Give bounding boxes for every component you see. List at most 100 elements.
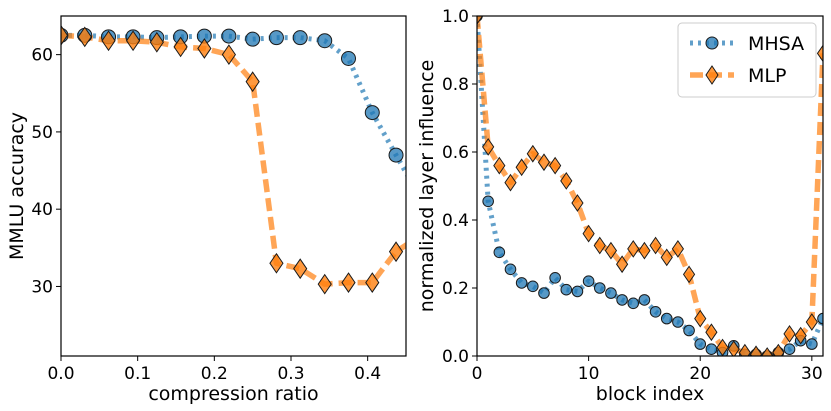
y-tick-label: 0.0 <box>442 347 469 367</box>
data-point-mlp <box>526 144 539 163</box>
data-point-mhsa <box>341 51 356 66</box>
data-point-mlp <box>317 273 332 295</box>
data-point-mlp <box>101 30 116 52</box>
data-point-mhsa <box>317 33 333 49</box>
data-point-mhsa <box>705 343 718 356</box>
x-axis-label: compression ratio <box>148 383 318 405</box>
data-point-mlp <box>638 241 651 260</box>
y-axis-label: normalized layer influence <box>416 60 438 313</box>
data-point-mlp <box>705 323 718 342</box>
y-tick-label: 30 <box>31 277 53 297</box>
data-point-mlp <box>269 252 284 274</box>
data-point-mlp <box>221 44 237 66</box>
legend-label-mhsa: MHSA <box>748 33 804 55</box>
data-point-mlp <box>493 156 506 175</box>
y-axis-label: MMLU accuracy <box>6 112 28 260</box>
y-tick-label: 0.8 <box>442 75 469 95</box>
data-point-mhsa <box>806 338 818 350</box>
data-point-mlp <box>749 345 763 356</box>
data-point-mlp <box>197 38 212 59</box>
y-tick-label: 0.4 <box>442 211 469 231</box>
data-point-mhsa <box>493 246 506 259</box>
data-point-mlp <box>549 156 562 175</box>
data-point-mhsa <box>268 30 284 46</box>
data-point-mlp <box>615 255 629 274</box>
series-line-mhsa <box>61 32 406 178</box>
right-panel-block-index: 0 10 20 30 0.0 0.2 0.4 0.6 0.8 1.0 block index norm… <box>416 7 824 405</box>
x-tick-label: 0.0 <box>47 364 74 384</box>
data-point-mlp <box>794 326 807 345</box>
data-point-mhsa <box>627 297 640 310</box>
x-tick-label: 0.4 <box>354 364 381 384</box>
data-point-mlp <box>805 313 818 331</box>
legend: MHSA MLP <box>677 22 817 98</box>
data-point-mlp <box>77 26 92 48</box>
data-point-mhsa <box>571 285 584 298</box>
data-point-mhsa <box>660 312 673 325</box>
legend-marker-mlp <box>705 65 719 85</box>
data-point-mhsa <box>638 294 651 306</box>
data-point-mhsa <box>221 28 237 44</box>
data-point-mlp <box>61 24 69 46</box>
data-point-mhsa <box>549 272 561 284</box>
data-point-mlp <box>604 241 618 260</box>
data-point-mhsa <box>527 280 539 293</box>
data-point-mlp <box>660 248 673 267</box>
data-point-mlp <box>682 265 696 284</box>
data-point-mlp <box>582 224 595 243</box>
data-point-mlp <box>537 153 551 172</box>
data-point-mlp <box>477 16 484 25</box>
y-tick-label: 0.6 <box>442 143 469 163</box>
data-point-mlp <box>293 258 308 280</box>
data-point-mlp <box>504 173 517 192</box>
data-point-mlp <box>245 71 260 93</box>
x-axis-label: block index <box>596 383 704 405</box>
data-point-mlp <box>649 236 662 255</box>
data-point-mlp <box>772 343 785 356</box>
data-point-mlp <box>727 340 740 356</box>
data-point-mlp <box>593 236 606 255</box>
data-point-mlp <box>388 241 404 263</box>
data-point-mlp <box>365 272 380 293</box>
data-point-mhsa <box>245 31 261 47</box>
data-point-mhsa <box>292 30 308 46</box>
data-point-mlp <box>560 172 573 190</box>
data-point-mhsa <box>582 275 595 288</box>
y-tick-label: 0.2 <box>442 279 469 299</box>
x-tick-label: 0.1 <box>124 364 151 384</box>
axes-frame <box>476 15 824 357</box>
data-point-mlp <box>761 347 774 356</box>
x-tick-label: 0.3 <box>277 364 304 384</box>
series-line-mlp <box>61 32 406 287</box>
data-point-mlp <box>149 31 164 53</box>
data-point-mhsa <box>683 324 695 337</box>
data-point-mlp <box>571 194 584 212</box>
x-tick-label: 0 <box>472 364 483 384</box>
data-point-mhsa <box>364 105 380 121</box>
data-point-mhsa <box>672 316 684 328</box>
data-point-mhsa <box>817 312 823 325</box>
legend-label-mlp: MLP <box>748 65 786 87</box>
data-point-mhsa <box>504 263 517 276</box>
y-tick-label: 50 <box>31 123 53 143</box>
axes-frame <box>60 15 407 357</box>
data-point-mlp <box>125 30 141 52</box>
data-point-mlp <box>482 138 495 156</box>
y-tick-label: 60 <box>31 46 53 66</box>
x-tick-label: 10 <box>578 364 600 384</box>
plot-area <box>477 16 823 356</box>
left-panel-compression-ratio: 0.0 0.1 0.2 0.3 0.4 30 40 50 60 compression ratio… <box>6 15 407 405</box>
data-point-mhsa <box>538 287 550 299</box>
data-point-mlp <box>627 240 640 258</box>
data-point-mlp <box>341 272 356 293</box>
data-point-mlp <box>783 325 796 343</box>
y-tick-label: 1.0 <box>442 7 469 27</box>
data-point-mlp <box>671 240 685 258</box>
data-point-mhsa <box>694 338 707 350</box>
data-point-mhsa <box>605 287 617 299</box>
data-point-mhsa <box>482 195 494 208</box>
plot-area <box>61 24 406 295</box>
data-point-mhsa <box>388 147 404 163</box>
data-point-mlp <box>816 44 823 63</box>
